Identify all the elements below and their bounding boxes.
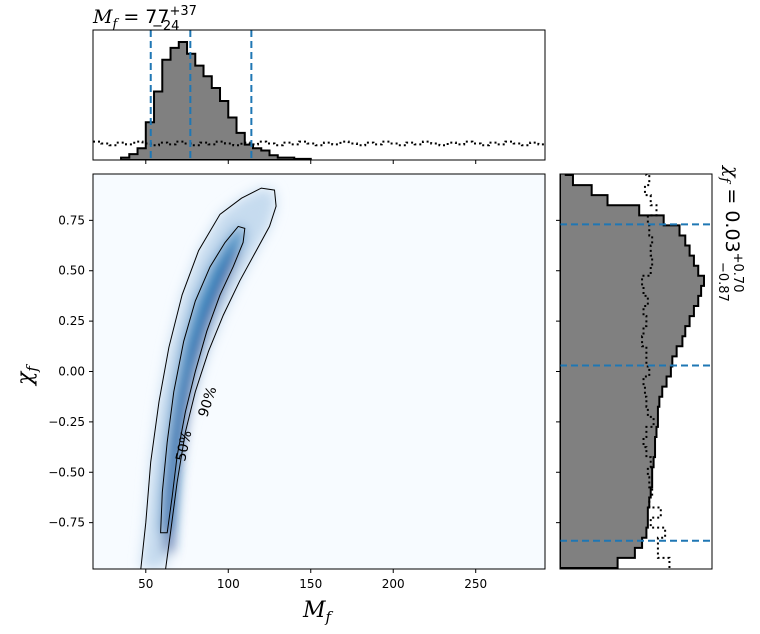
xtick-label-3: 200 xyxy=(382,577,405,591)
y-axis-label-subscript: f xyxy=(23,364,41,373)
x-axis-label-symbol: M xyxy=(302,598,326,623)
title-y-equals: = xyxy=(721,182,743,210)
contour-50-percent xyxy=(160,225,246,534)
title-y-value: 0.03 xyxy=(721,210,743,252)
xtick-label-0: 50 xyxy=(138,577,153,591)
ytick-label-4: 0.25 xyxy=(58,314,85,328)
joint-panel: 50% 90% 50 100 150 200 250 −0.75−0.50−0.250.… xyxy=(13,173,546,626)
title-x-value: 77 xyxy=(145,6,169,28)
ytick-label-0: −0.75 xyxy=(48,516,85,530)
y-axis-label-symbol: χ xyxy=(13,370,38,387)
contour-label-50: 50% xyxy=(173,429,195,463)
ytick-label-2: −0.25 xyxy=(48,415,85,429)
right-marginal-title: χf = 0.03+0.70−0.87 xyxy=(715,164,745,302)
top-marginal-frame xyxy=(92,29,546,161)
xtick-label-2: 150 xyxy=(299,577,322,591)
top-marginal-prior-histogram xyxy=(93,140,545,147)
contour-90-percent xyxy=(140,187,277,569)
title-x-plus: +37 xyxy=(169,4,196,19)
title-x-equals: = xyxy=(117,6,145,28)
title-y-symbol: χ xyxy=(721,164,743,179)
xtick-label-1: 100 xyxy=(217,577,240,591)
x-axis-label-subscript: f xyxy=(325,608,334,626)
title-y-subscript: f xyxy=(717,177,732,185)
top-marginal-panel: Mf = 77+37 −24 xyxy=(92,4,546,164)
xtick-label-4: 250 xyxy=(464,577,487,591)
ytick-label-5: 0.50 xyxy=(58,264,85,278)
ytick-label-3: 0.00 xyxy=(58,365,85,379)
title-x-minus: −24 xyxy=(152,19,179,34)
x-axis-label: Mf xyxy=(302,598,334,626)
ytick-label-1: −0.50 xyxy=(48,465,85,479)
title-y-plus: +0.70 xyxy=(730,253,745,293)
top-marginal-title: Mf = 77+37 −24 xyxy=(92,4,197,34)
ytick-label-6: 0.75 xyxy=(58,213,85,227)
right-marginal-panel: χf = 0.03+0.70−0.87 xyxy=(556,164,745,570)
title-x-subscript: f xyxy=(111,17,119,32)
density-level-core xyxy=(163,246,239,553)
right-marginal-posterior-histogram xyxy=(560,174,705,569)
title-y-minus: −0.87 xyxy=(715,262,730,302)
y-axis-label: χf xyxy=(13,364,41,387)
title-x-symbol: M xyxy=(92,6,113,28)
right-marginal-prior-histogram xyxy=(641,174,671,568)
